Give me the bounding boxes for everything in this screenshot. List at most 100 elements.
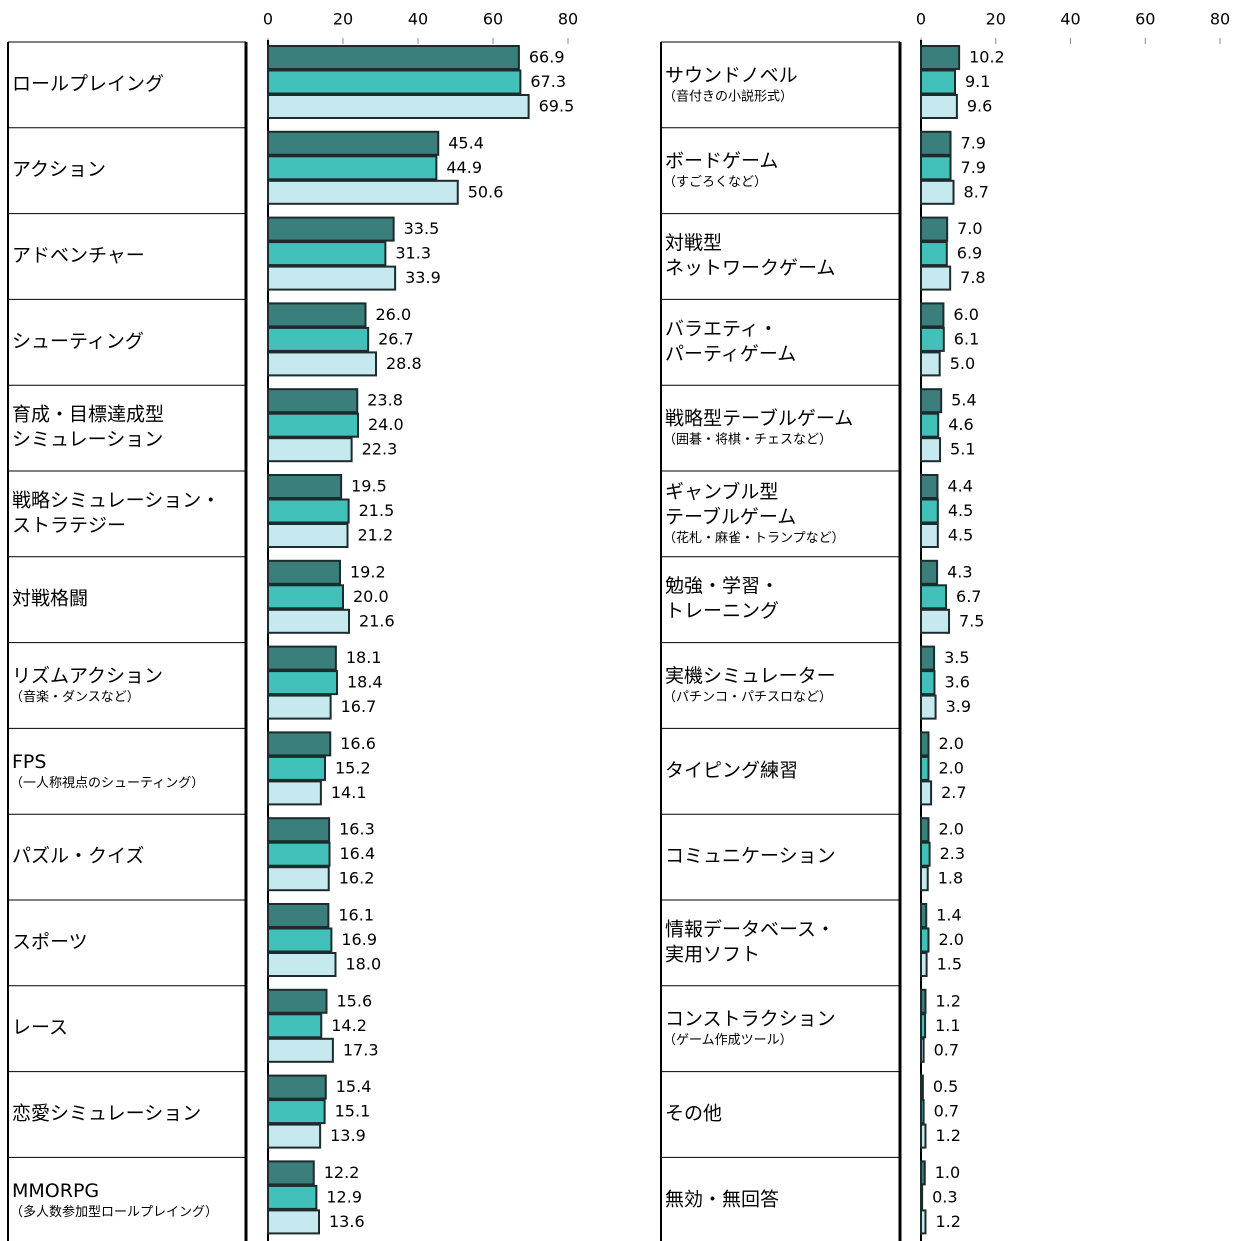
bar	[267, 559, 341, 585]
value-label: 2.7	[941, 783, 966, 802]
bar	[267, 1037, 334, 1063]
bar	[267, 498, 350, 524]
value-label: 6.1	[954, 329, 979, 348]
value-label: 14.1	[331, 783, 367, 802]
value-label: 26.7	[378, 329, 414, 348]
bar	[920, 1184, 924, 1210]
category-label: 実機シミュレーター	[665, 665, 836, 687]
value-label: 44.9	[446, 158, 482, 177]
value-label: 13.6	[329, 1212, 365, 1231]
bar	[267, 351, 377, 377]
bar	[267, 988, 328, 1014]
category-label: タイピング練習	[665, 759, 798, 781]
value-label: 3.6	[944, 673, 969, 692]
bar	[267, 645, 337, 671]
bar	[267, 302, 367, 328]
category-label: コミュニケーション	[665, 845, 836, 867]
x-tick-label: 0	[263, 10, 273, 29]
category-label: トレーニング	[665, 600, 779, 622]
category-label: 無効・無回答	[665, 1188, 779, 1210]
value-label: 4.5	[948, 526, 973, 545]
bar	[267, 388, 359, 414]
bar	[920, 1037, 925, 1063]
value-label: 1.2	[935, 1126, 960, 1145]
bar	[267, 780, 322, 806]
bar	[267, 326, 370, 352]
bar	[267, 437, 353, 463]
x-tick-label: 20	[986, 10, 1006, 29]
bar	[920, 841, 931, 867]
value-label: 7.9	[961, 158, 986, 177]
value-label: 1.0	[935, 1163, 960, 1182]
category-label: 戦略シミュレーション・	[12, 489, 220, 511]
value-label: 2.0	[938, 758, 963, 777]
x-tick-label: 80	[558, 10, 578, 29]
value-label: 20.0	[353, 587, 389, 606]
value-label: 16.9	[341, 930, 377, 949]
bar	[920, 179, 955, 205]
category-label: 対戦型	[665, 232, 722, 254]
value-label: 21.6	[359, 611, 395, 630]
value-label: 0.7	[934, 1102, 959, 1121]
bar	[267, 866, 330, 892]
value-label: 16.3	[339, 820, 375, 839]
value-label: 14.2	[331, 1016, 367, 1035]
bar	[920, 952, 928, 977]
bar	[920, 437, 942, 463]
value-label: 5.0	[950, 354, 975, 373]
value-label: 2.0	[938, 820, 963, 839]
bar	[920, 988, 927, 1014]
value-label: 26.0	[376, 305, 412, 324]
category-note: （すごろくなど）	[663, 174, 767, 190]
bar	[920, 265, 952, 291]
value-label: 17.3	[343, 1040, 379, 1059]
bar	[920, 498, 939, 524]
category-note: （パチンコ・パチスロなど）	[663, 690, 832, 705]
bar	[267, 1013, 323, 1039]
x-tick-label: 40	[1060, 10, 1080, 29]
x-tick-label: 0	[916, 10, 926, 29]
value-label: 15.1	[335, 1102, 371, 1121]
value-label: 18.0	[346, 955, 382, 974]
category-label: シミュレーション	[12, 429, 163, 451]
bar	[920, 1209, 927, 1235]
bar	[920, 780, 933, 806]
bar	[920, 130, 952, 156]
category-note: （花札・麻雀・トランプなど）	[663, 530, 845, 546]
value-label: 7.5	[959, 611, 984, 630]
bar	[267, 69, 522, 95]
category-label: リズムアクション	[12, 665, 163, 687]
value-label: 16.1	[338, 906, 374, 925]
category-label: 勉強・学習・	[665, 575, 779, 597]
value-label: 2.0	[938, 930, 963, 949]
value-label: 19.5	[351, 477, 387, 496]
category-label: テーブルゲーム	[665, 505, 796, 528]
category-label: ボードゲーム	[665, 150, 778, 172]
category-label: 実用ソフト	[665, 943, 760, 965]
value-label: 5.1	[950, 440, 975, 459]
value-label: 31.3	[395, 244, 431, 263]
category-label: 恋愛シミュレーション	[12, 1103, 201, 1125]
bar	[920, 155, 952, 181]
bar	[267, 216, 395, 242]
bar	[920, 326, 945, 352]
value-label: 3.9	[946, 697, 971, 716]
category-label: FPS	[12, 751, 46, 773]
bar	[920, 866, 929, 892]
bar	[920, 1123, 927, 1149]
value-label: 33.5	[404, 219, 440, 238]
bar	[920, 731, 930, 757]
bar	[920, 94, 958, 119]
value-label: 1.1	[935, 1016, 960, 1035]
value-label: 45.4	[448, 133, 484, 152]
value-label: 18.1	[346, 648, 382, 667]
bar	[920, 1160, 926, 1186]
category-label: パーティゲーム	[665, 343, 796, 365]
value-label: 2.3	[940, 844, 965, 863]
bar	[267, 1099, 326, 1125]
value-label: 4.5	[948, 501, 973, 520]
category-note: （囲碁・将棋・チェスなど）	[663, 433, 832, 448]
value-label: 19.2	[350, 562, 386, 581]
category-label: ストラテジー	[12, 514, 126, 536]
